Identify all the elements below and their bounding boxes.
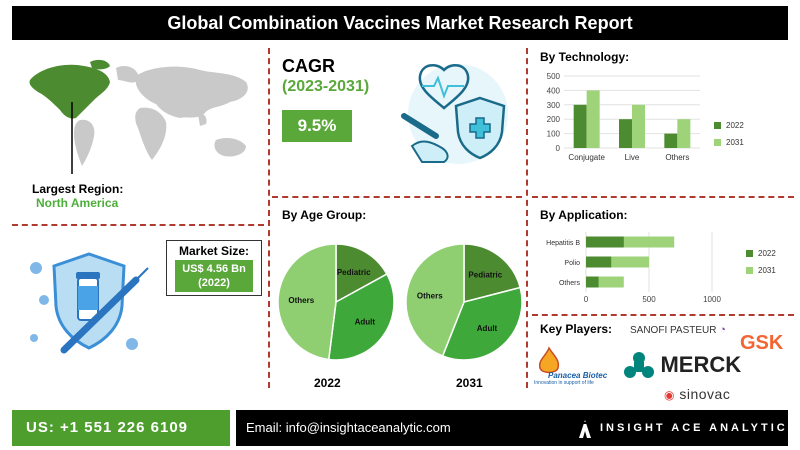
sanofi-pasteur-name: SANOFI PASTEUR [630,325,717,336]
market-size-year: (2022) [198,277,230,289]
report-title: Global Combination Vaccines Market Resea… [12,6,788,40]
app-category-label: Others [559,280,581,287]
key-players-label: Key Players: [540,322,613,336]
footer-email[interactable]: Email: info@insightaceanalytic.com [246,420,451,435]
health-shield-icon [401,63,508,164]
pie-slice-others [277,243,337,361]
footer-bar: Email: info@insightaceanalytic.com INSIG… [236,410,788,446]
tech-y-tick: 100 [547,130,561,139]
footer-brand: INSIGHT ACE ANALYTIC [600,422,788,434]
tech-legend-label: 2031 [726,138,744,147]
insight-ace-logo-icon [579,420,591,438]
app-x-tick: 500 [642,295,656,304]
app-bar-2022 [586,276,599,288]
technology-label: By Technology: [540,50,630,64]
pie-label-others: Others [288,296,314,305]
largest-region-label: Largest Region: [32,182,124,196]
tech-category-label: Others [665,153,689,162]
cagr-label: CAGR [282,56,335,76]
tech-y-tick: 500 [547,72,561,81]
pie-label-pediatric: Pediatric [468,271,502,280]
divider-right-h1 [532,196,794,198]
app-legend-label: 2022 [758,249,776,258]
largest-region-value: North America [36,196,119,210]
tech-bar-2022 [619,119,632,148]
cagr-value: 9.5% [282,110,352,142]
merck-logo: MERCK [622,350,741,380]
sinovac-name: sinovac [679,386,731,402]
pie-label-adult: Adult [355,318,376,327]
market-size-value: US$ 4.56 Bn [182,263,246,275]
app-bar-2031 [586,236,675,248]
pie-slice-others [405,243,465,357]
app-bar-2031 [586,256,649,268]
footer-phone[interactable]: US: +1 551 226 6109 [12,410,230,446]
divider-mid-h [272,196,522,198]
pie-label-pediatric: Pediatric [337,268,371,277]
tech-legend-label: 2022 [726,121,744,130]
tech-category-label: Live [625,153,640,162]
divider-left [268,48,270,388]
app-x-tick: 1000 [703,295,721,304]
tech-y-tick: 0 [556,144,561,153]
app-legend-label: 2031 [758,266,776,275]
tech-y-tick: 300 [547,101,561,110]
app-category-label: Hepatitis B [546,240,580,247]
tech-legend-swatch [714,122,721,129]
application-bar-chart: 0 500 1000 Hepatitis B Polio Others 2022 2031 [546,232,776,304]
app-legend-swatch [746,250,753,257]
tech-legend-swatch [714,139,721,146]
sinovac-logo: ◉ sinovac [664,386,730,402]
divider-left-h [12,224,264,226]
panacea-tagline: Innovation in support of life [534,380,594,386]
technology-bar-chart: 0 100 200 300 400 500 Conjugate Live Others 2022 2… [547,72,745,162]
pie-slice-adult [441,286,523,361]
cagr-period: (2023-2031) [282,78,370,95]
app-bar-2031 [586,276,624,288]
market-size-box: Market Size: US$ 4.56 Bn (2022) [166,240,262,296]
tech-bar-2022 [664,133,678,148]
pie-chart-2031: Pediatric Adult Others [405,243,523,361]
tech-category-label: Conjugate [568,153,605,162]
sinovac-icon: ◉ [664,388,675,402]
market-size-label: Market Size: [178,244,250,258]
app-bar-2022 [586,236,624,248]
app-legend-swatch [746,267,753,274]
divider-right [526,48,528,388]
merck-icon [624,352,654,378]
gsk-logo: GSK [740,332,784,354]
merck-name: MERCK [660,352,742,377]
divider-right-h2 [532,314,794,316]
market-size-value-box: US$ 4.56 Bn (2022) [175,260,253,292]
pie-year-2031: 2031 [456,376,483,390]
vaccine-shield-icon [30,252,149,354]
app-category-label: Polio [564,260,580,267]
app-bar-2022 [586,256,612,268]
tech-bar-2022 [573,104,587,148]
panacea-flame-icon [538,346,560,374]
pie-slice-adult [327,273,395,361]
sanofi-pasteur-logo: SANOFI PASTEUR ◔ [630,324,726,336]
pie-slice-pediatric [463,243,522,303]
tech-y-tick: 400 [547,86,561,95]
age-group-label: By Age Group: [282,208,367,222]
panacea-biotec-name: Panacea Biotec [548,371,608,380]
pie-slice-pediatric [335,243,388,304]
sanofi-icon: ◔ [719,324,726,336]
tech-bar-2031 [586,90,600,148]
tech-y-tick: 200 [547,115,561,124]
panacea-biotec-logo: Panacea Biotec Innovation in support of … [534,346,614,386]
tech-bar-2031 [677,119,691,148]
world-map [29,59,248,174]
pie-label-others: Others [417,291,443,300]
application-label: By Application: [540,208,628,222]
pie-chart-2022: Pediatric Adult Others [277,243,395,361]
pie-year-2022: 2022 [314,376,341,390]
tech-bar-2031 [632,104,645,148]
app-x-tick: 0 [584,295,589,304]
pie-label-adult: Adult [477,324,498,333]
